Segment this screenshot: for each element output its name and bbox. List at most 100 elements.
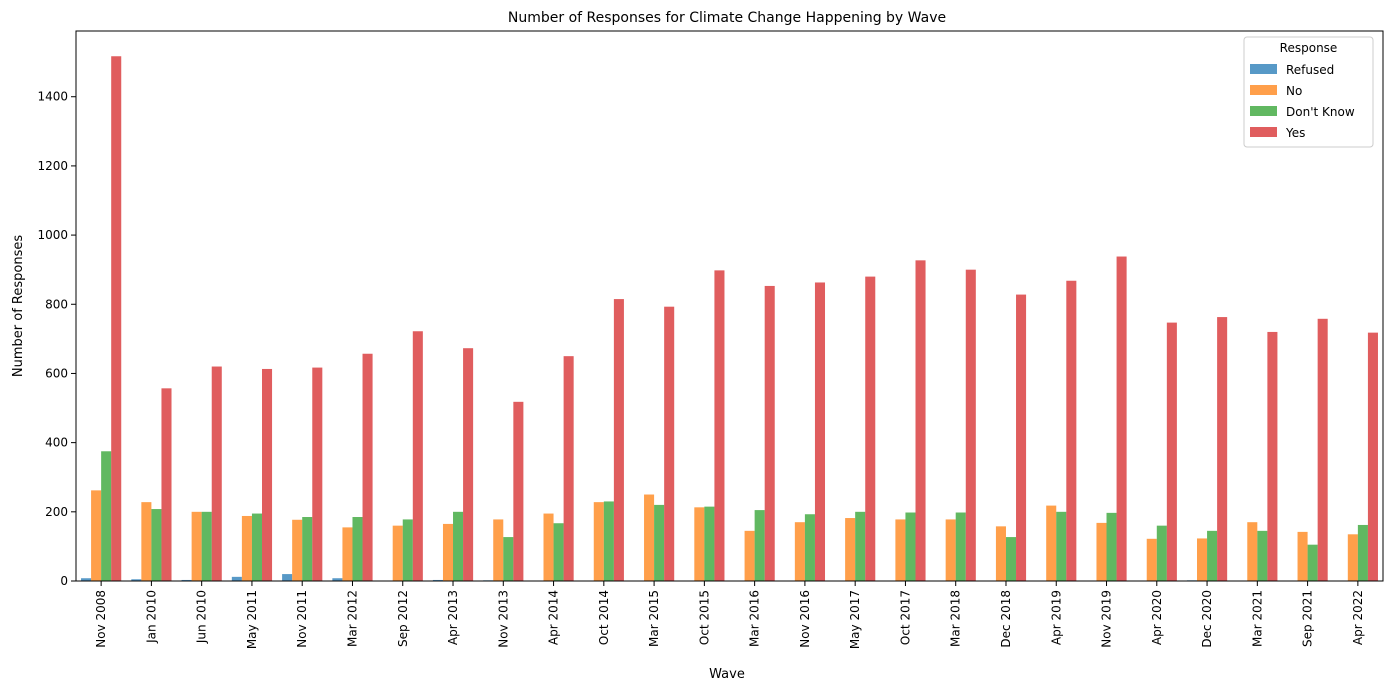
bar-refused	[131, 579, 142, 581]
bar-yes	[1016, 294, 1027, 581]
x-tick-label: Nov 2019	[1100, 590, 1114, 648]
bar-don-t-know	[804, 514, 815, 581]
bar-yes	[965, 269, 976, 581]
bar-yes	[1367, 332, 1378, 581]
bar-don-t-know	[1106, 512, 1117, 581]
bar-no	[1096, 522, 1107, 581]
x-tick-label: Sep 2021	[1301, 590, 1315, 647]
legend-swatch	[1250, 106, 1277, 116]
bar-no	[1197, 538, 1208, 581]
bar-yes	[362, 353, 373, 581]
x-tick-label: May 2017	[848, 590, 862, 649]
x-tick-label: Dec 2018	[999, 590, 1013, 648]
bar-yes	[1066, 280, 1077, 581]
x-tick-label: Mar 2018	[949, 590, 963, 647]
y-tick-label: 400	[45, 436, 68, 450]
bar-yes	[714, 270, 725, 581]
bar-yes	[563, 356, 574, 581]
bar-no	[1297, 531, 1308, 581]
x-tick-label: Apr 2020	[1150, 590, 1164, 645]
bar-yes	[915, 260, 926, 581]
bar-yes	[613, 299, 624, 581]
bar-don-t-know	[1005, 537, 1017, 581]
bar-don-t-know	[1056, 511, 1067, 581]
x-tick-label: Apr 2014	[547, 590, 561, 645]
bar-refused	[332, 578, 343, 581]
bar-refused	[81, 578, 92, 581]
bar-no	[543, 513, 554, 581]
x-tick-label: Apr 2013	[446, 590, 460, 645]
bar-don-t-know	[754, 510, 765, 581]
bar-yes	[1116, 256, 1127, 581]
y-tick-label: 1000	[37, 228, 68, 242]
x-tick-label: Dec 2020	[1200, 590, 1214, 648]
y-tick-label: 1400	[37, 90, 68, 104]
bar-yes	[764, 285, 775, 581]
x-tick-label: Nov 2008	[94, 590, 108, 648]
x-tick-label: Nov 2016	[798, 590, 812, 648]
bar-don-t-know	[101, 451, 112, 581]
bar-don-t-know	[603, 501, 614, 581]
x-tick-label: Jan 2010	[144, 590, 158, 644]
bar-don-t-know	[251, 513, 262, 581]
bar-don-t-know	[151, 509, 162, 581]
bar-don-t-know	[402, 519, 413, 581]
x-axis: Nov 2008 Jan 2010 Jun 2010 May 2011 Nov 2011…	[94, 581, 1365, 649]
bar-no	[141, 502, 152, 581]
y-tick-label: 200	[45, 505, 68, 519]
bar-yes	[1267, 331, 1278, 581]
x-tick-label: Mar 2012	[345, 590, 359, 647]
bar-yes	[1317, 318, 1328, 581]
bar-no	[191, 511, 202, 581]
x-tick-label: Jun 2010	[195, 590, 209, 644]
bar-no	[342, 527, 353, 581]
bar-no	[292, 519, 303, 581]
bar-yes	[312, 367, 323, 581]
y-tick-label: 600	[45, 366, 68, 380]
bar-no	[895, 519, 906, 581]
bar-don-t-know	[201, 511, 212, 581]
bar-no	[794, 522, 805, 581]
bar-no	[945, 519, 956, 581]
bar-no	[241, 515, 252, 581]
bar-don-t-know	[302, 517, 313, 581]
bar-don-t-know	[955, 512, 966, 581]
bar-don-t-know	[352, 517, 363, 581]
bar-no	[91, 490, 102, 581]
bar-no	[644, 494, 655, 581]
bar-don-t-know	[1207, 530, 1218, 581]
bar-yes	[211, 366, 222, 581]
x-tick-label: Oct 2017	[898, 590, 912, 645]
y-tick-label: 0	[60, 574, 68, 588]
bar-yes	[412, 331, 423, 581]
plot-frame	[75, 30, 1384, 582]
bar-don-t-know	[1357, 524, 1368, 581]
x-tick-label: Nov 2011	[295, 590, 309, 648]
legend-swatch	[1250, 127, 1277, 137]
bar-yes	[513, 401, 524, 581]
legend-label: Yes	[1285, 126, 1305, 140]
legend-title: Response	[1280, 41, 1338, 55]
legend-label: No	[1286, 84, 1302, 98]
bar-yes	[262, 368, 273, 581]
x-tick-label: May 2011	[245, 590, 259, 649]
bar-refused	[432, 579, 443, 581]
bar-yes	[111, 56, 122, 581]
bar-no	[1146, 538, 1157, 581]
x-tick-label: Oct 2014	[597, 590, 611, 645]
bar-don-t-know	[1257, 530, 1268, 581]
bar-refused	[282, 574, 293, 581]
bar-don-t-know	[553, 523, 564, 581]
bar-no	[845, 518, 856, 581]
x-tick-label: Mar 2016	[748, 590, 762, 647]
bar-don-t-know	[654, 504, 665, 581]
bar-no	[392, 525, 403, 581]
legend: Response Refused No Don't Know Yes	[1243, 36, 1374, 148]
x-tick-label: Sep 2012	[396, 590, 410, 647]
x-tick-label: Mar 2021	[1250, 590, 1264, 647]
bar-don-t-know	[453, 511, 464, 581]
bar-yes	[463, 348, 474, 581]
y-axis-label: Number of Responses	[11, 235, 26, 377]
